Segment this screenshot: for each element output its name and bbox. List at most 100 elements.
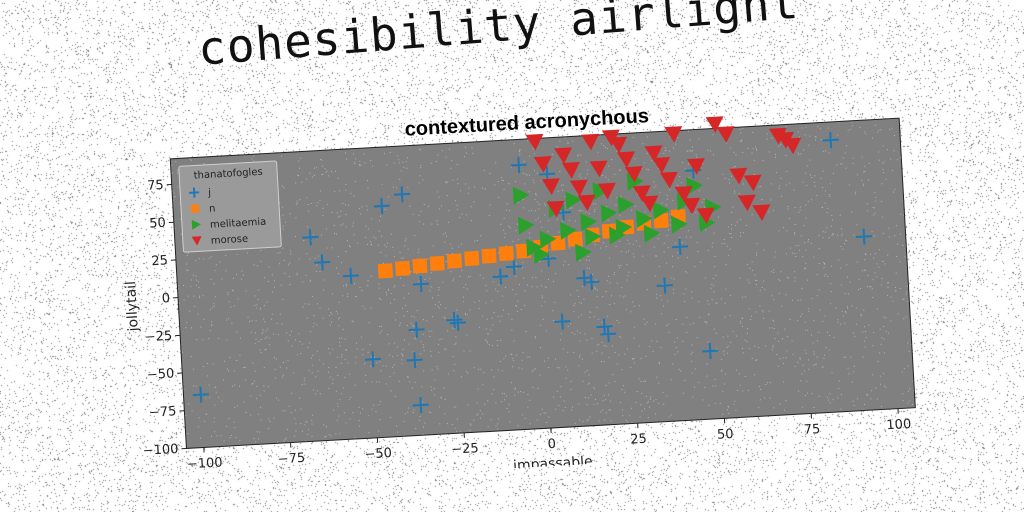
y-tick-label: 75	[147, 178, 164, 194]
legend-marker-morose	[191, 236, 202, 246]
axes: −100 −75 −50 −25 0 25 50 75 100 −100 −75 −50 −25 0 25 5…	[142, 117, 916, 472]
legend-entry-morose: morose	[211, 234, 249, 247]
point-melitaemia	[592, 182, 610, 201]
point-j	[702, 343, 719, 360]
point-j	[364, 351, 381, 368]
x-tick-label: −100	[186, 455, 223, 472]
y-axis-label: jollytail	[123, 281, 142, 333]
point-morose	[659, 171, 678, 189]
point-morose	[561, 162, 580, 179]
y-tick-label: −50	[146, 366, 174, 383]
point-morose	[729, 167, 748, 185]
point-morose	[674, 185, 693, 203]
x-tick-label: 75	[803, 422, 820, 438]
point-morose	[589, 160, 608, 178]
point-melitaemia	[517, 216, 535, 235]
point-melitaemia	[643, 224, 661, 243]
point-melitaemia	[686, 176, 703, 195]
x-tick-label: 100	[886, 417, 912, 433]
point-morose	[581, 133, 600, 151]
point-j	[596, 318, 613, 335]
point-j	[412, 275, 430, 293]
point-j	[192, 386, 209, 403]
point-melitaemia	[617, 195, 635, 214]
point-melitaemia	[635, 210, 653, 229]
legend-entry-n: n	[209, 203, 216, 214]
point-morose	[743, 174, 762, 192]
point-j	[554, 313, 571, 330]
point-n	[481, 248, 497, 264]
point-n	[429, 255, 445, 272]
point-j	[412, 397, 429, 414]
point-morose	[716, 126, 735, 143]
point-morose	[609, 136, 628, 154]
point-n	[446, 253, 463, 269]
legend-title: thanatofogles	[193, 167, 263, 182]
legend-marker-n	[190, 204, 200, 213]
point-morose	[525, 133, 544, 151]
point-melitaemia	[565, 191, 582, 210]
point-n	[377, 263, 394, 279]
y-tick-label: 50	[149, 216, 166, 232]
point-j	[855, 228, 873, 245]
point-j	[302, 229, 319, 246]
point-melitaemia	[698, 214, 716, 233]
point-melitaemia	[533, 246, 551, 265]
point-n	[567, 231, 583, 247]
point-morose	[533, 156, 552, 173]
point-j	[408, 321, 425, 338]
x-tick-label: −25	[451, 441, 479, 458]
point-melitaemia	[575, 243, 592, 262]
point-morose	[664, 126, 683, 143]
point-j	[406, 351, 423, 369]
point-j	[342, 267, 359, 284]
point-j	[505, 258, 523, 275]
data-marks	[192, 116, 873, 414]
point-morose	[616, 151, 635, 169]
point-morose	[783, 137, 802, 155]
point-morose	[541, 178, 560, 195]
point-melitaemia	[615, 218, 633, 237]
point-melitaemia	[652, 201, 670, 220]
x-tick-label: 50	[717, 427, 734, 443]
point-n	[498, 245, 514, 262]
plot-speckle	[171, 121, 917, 446]
point-morose	[737, 194, 756, 212]
point-melitaemia	[584, 228, 602, 247]
point-morose	[696, 207, 715, 225]
scatter-chart: contextured acronychous −100 −75 −50 −25 0 25…	[123, 105, 917, 474]
point-morose	[640, 195, 659, 213]
point-morose	[686, 158, 705, 175]
point-morose	[577, 194, 596, 212]
point-j	[492, 268, 509, 285]
point-n	[412, 258, 428, 274]
point-j	[583, 274, 600, 291]
point-morose	[644, 145, 663, 163]
point-melitaemia	[600, 204, 618, 223]
point-morose	[597, 182, 616, 200]
point-morose	[652, 157, 671, 174]
point-j	[373, 198, 390, 215]
x-tick-label: 0	[547, 437, 556, 452]
point-n	[464, 250, 480, 267]
legend-entry-melitaemia: melitaemia	[210, 217, 267, 231]
point-n	[395, 260, 411, 277]
legend-marker-melitaemia	[191, 219, 201, 230]
y-tick-label: −25	[144, 329, 172, 346]
point-melitaemia	[512, 186, 530, 205]
y-tick-label: 25	[151, 253, 168, 269]
plot-area	[170, 118, 916, 449]
point-melitaemia	[559, 221, 577, 240]
x-tick-label: −75	[277, 451, 305, 468]
y-tick-label: −75	[149, 404, 177, 421]
y-tick-label: −100	[142, 442, 179, 459]
point-melitaemia	[671, 215, 688, 234]
point-j	[600, 326, 617, 343]
point-j	[449, 314, 466, 331]
point-j	[822, 132, 839, 149]
point-melitaemia	[580, 213, 598, 232]
point-j	[656, 277, 673, 294]
x-tick-label: −50	[364, 446, 392, 463]
point-melitaemia	[539, 230, 557, 249]
point-j	[446, 311, 463, 329]
